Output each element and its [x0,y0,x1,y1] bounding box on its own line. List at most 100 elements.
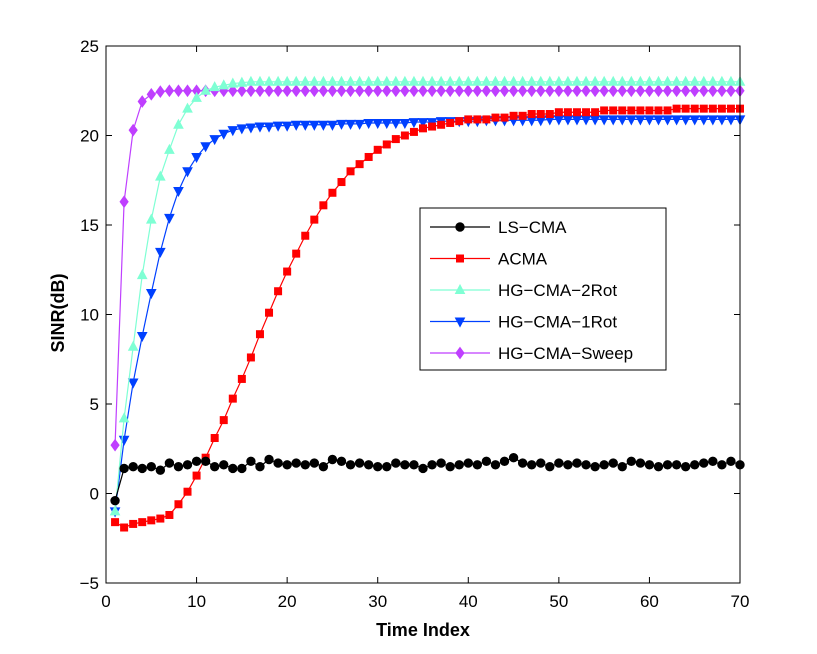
series-2-point [200,84,211,95]
series-2-point [399,75,411,86]
legend: LS−CMA ACMA HG−CMA−2Rot HG−CMA−1Rot HG−CMA−S… [419,207,667,371]
series-0-point [237,463,247,474]
series-4-point [164,84,175,98]
series-4-point [626,84,636,98]
series-1-point [111,518,120,527]
series-4-point [545,84,555,98]
series-1-point [518,111,527,120]
series-0-point [726,456,736,466]
series-4-point [246,84,256,98]
series-1-point [482,115,491,124]
series-4-point [318,84,328,98]
series-3-point [272,121,284,132]
series-1-point [464,115,473,124]
series-3-point [625,115,637,126]
series-0-point [373,461,383,472]
series-4-point [418,84,428,98]
series-1-point [591,108,600,117]
series-2-point [263,75,275,86]
legend-entry: ACMA [430,250,548,269]
series-1-point [246,353,255,362]
series-1-point [219,416,228,425]
series-1-point [645,106,654,115]
series-2-point [580,75,592,86]
series-0-point [382,461,392,472]
series-1-point [672,104,681,113]
series-0-point [327,454,338,465]
series-0-point [155,465,166,475]
series-2-point [354,75,365,86]
legend-marker [455,222,465,232]
legend-entry: HG−CMA−2Rot [430,281,617,300]
series-0-point [391,458,401,468]
series-4-point [409,84,419,98]
series-4-point [119,195,129,209]
series-0-point [219,460,229,470]
series-2-point [671,75,682,86]
series-3-point [598,115,610,126]
series-0-point [635,458,646,468]
series-2-point [662,75,673,86]
series-2-point [145,213,157,224]
series-1-point [346,167,355,176]
series-2-point [490,75,501,86]
series-1-point [156,514,165,523]
series-2 [109,75,746,516]
series-4-point [255,84,265,98]
series-3-point [173,186,184,198]
series-1-point [382,140,391,149]
series-3-point [318,120,329,131]
series-1-point [301,231,310,240]
series-2-point [571,75,583,86]
series-2-point [544,75,556,86]
series-3-point [553,115,565,126]
series-2-point [136,269,148,280]
series-2-point [408,75,420,86]
series-4-point [644,84,655,98]
series-3-point [372,118,384,130]
series-3-point [698,115,710,126]
series-1-point [636,106,645,115]
series-0-point [300,460,310,470]
series-4-point [671,84,682,98]
series-2-point [290,75,302,86]
series-2-point [653,75,664,86]
series-0-point [200,456,211,466]
series-2-point [127,340,139,351]
series-0-point [699,458,709,468]
series-4-point [237,84,247,98]
series-2-point [716,75,728,86]
series-1-point [419,124,427,133]
series-3-point [155,247,166,258]
series-2-point [598,75,610,86]
series-3-point [136,331,148,343]
series-1-point [446,118,455,127]
y-tick-label: 0 [90,485,99,504]
series-1-point [708,104,717,113]
series-4-point [726,84,736,98]
legend-label: HG−CMA−1Rot [498,313,617,332]
series-3-point [118,435,130,446]
series-0-point [409,460,419,470]
series-1-point [663,106,672,115]
series-1-point [554,108,563,117]
series-3-point [182,167,193,178]
series-3 [109,115,746,518]
series-4-point [373,84,383,98]
series-3-point [408,118,420,129]
series-3-point [281,121,293,132]
series-4-point [681,84,691,98]
series-1-point [609,106,618,115]
series-4-point [128,123,138,137]
series-4-point [182,84,193,98]
series-0-point [282,460,292,470]
series-4-point [508,84,519,98]
series-2-point [689,75,701,86]
series-0-point [119,463,129,474]
series-0-point [554,458,564,468]
y-tick-label: 20 [80,127,99,146]
series-4-point [155,85,165,98]
x-tick-label: 40 [459,592,478,611]
series-1-line [114,108,740,529]
